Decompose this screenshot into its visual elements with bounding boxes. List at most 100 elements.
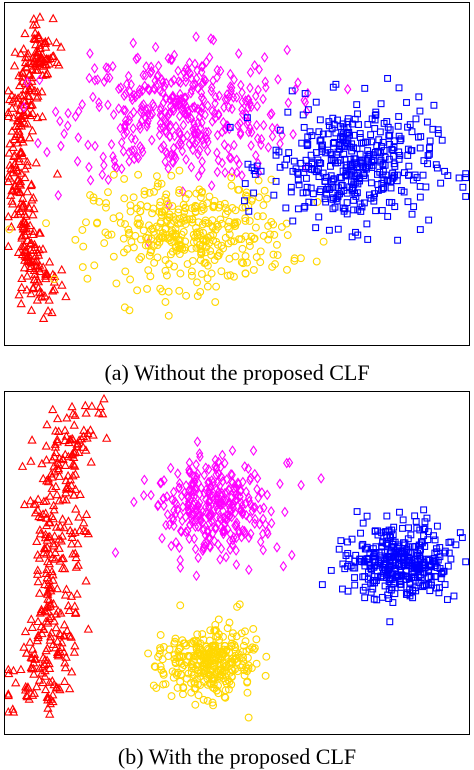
scatter-point-diamond xyxy=(170,49,179,61)
scatter-point-triangle xyxy=(45,599,56,608)
scatter-point-square xyxy=(433,522,441,530)
scatter-point-diamond xyxy=(86,174,95,186)
scatter-point-diamond xyxy=(216,461,225,473)
scatter-point-circle xyxy=(140,190,149,199)
scatter-point-circle xyxy=(169,212,178,221)
scatter-point-square xyxy=(411,171,419,179)
scatter-point-triangle xyxy=(42,53,52,63)
scatter-point-diamond xyxy=(219,505,227,517)
scatter-point-triangle xyxy=(49,504,59,514)
scatter-point-diamond xyxy=(205,486,213,497)
scatter-point-triangle xyxy=(75,489,85,499)
scatter-point-triangle xyxy=(40,659,50,669)
scatter-point-diamond xyxy=(153,71,162,82)
scatter-point-circle xyxy=(181,204,190,213)
scatter-point-diamond xyxy=(203,133,211,144)
scatter-point-square xyxy=(334,225,342,233)
scatter-point-circle xyxy=(261,671,270,680)
scatter-point-diamond xyxy=(227,82,236,94)
scatter-point-triangle xyxy=(68,470,78,480)
scatter-point-triangle xyxy=(43,580,54,589)
scatter-point-circle xyxy=(230,272,238,281)
scatter-point-triangle xyxy=(23,48,33,58)
scatter-point-triangle xyxy=(33,565,43,574)
scatter-point-square xyxy=(300,123,308,131)
scatter-point-circle xyxy=(190,679,199,688)
scatter-point-diamond xyxy=(197,106,205,118)
scatter-point-circle xyxy=(249,265,258,274)
scatter-point-square xyxy=(416,107,424,115)
scatter-point-diamond xyxy=(267,505,275,517)
scatter-point-triangle xyxy=(31,50,41,59)
scatter-point-diamond xyxy=(276,478,284,490)
scatter-point-diamond xyxy=(192,73,201,84)
scatter-point-triangle xyxy=(83,528,94,538)
scatter-point-triangle xyxy=(17,202,27,211)
scatter-point-triangle xyxy=(34,227,44,237)
scatter-point-circle xyxy=(136,219,144,228)
scatter-point-diamond xyxy=(57,140,65,152)
scatter-point-triangle xyxy=(28,663,39,673)
scatter-point-circle xyxy=(237,258,246,267)
scatter-plot-a xyxy=(4,2,470,346)
scatter-point-triangle xyxy=(43,606,53,616)
scatter-point-triangle xyxy=(15,104,25,114)
scatter-point-square xyxy=(315,173,323,181)
scatter-point-diamond xyxy=(160,500,168,512)
scatter-point-triangle xyxy=(8,704,18,713)
scatter-point-diamond xyxy=(244,463,253,475)
scatter-point-circle xyxy=(181,237,190,246)
scatter-point-diamond xyxy=(100,159,108,171)
scatter-point-diamond xyxy=(259,528,267,540)
scatter-point-square xyxy=(312,224,320,232)
scatter-point-triangle xyxy=(53,457,63,467)
scatter-point-diamond xyxy=(216,554,224,565)
scatter-point-diamond xyxy=(207,180,216,192)
scatter-point-square xyxy=(364,147,372,155)
scatter-point-square xyxy=(421,543,429,550)
scatter-point-circle xyxy=(173,683,182,692)
scatter-point-circle xyxy=(187,271,196,280)
scatter-point-circle xyxy=(158,208,167,217)
scatter-point-square xyxy=(419,171,427,179)
scatter-point-diamond xyxy=(176,562,185,573)
scatter-point-square xyxy=(344,587,352,595)
scatter-point-square xyxy=(414,567,422,575)
scatter-point-diamond xyxy=(188,488,197,500)
scatter-point-triangle xyxy=(22,118,33,128)
scatter-point-triangle xyxy=(33,494,43,503)
scatter-point-diamond xyxy=(276,138,284,150)
scatter-point-diamond xyxy=(225,91,234,102)
scatter-point-diamond xyxy=(194,552,202,564)
scatter-point-square xyxy=(378,171,386,179)
scatter-point-circle xyxy=(256,247,265,256)
scatter-point-circle xyxy=(134,220,143,229)
scatter-point-square xyxy=(406,121,414,129)
scatter-point-square xyxy=(308,132,316,140)
scatter-point-circle xyxy=(165,645,174,654)
scatter-point-triangle xyxy=(44,594,55,604)
scatter-point-circle xyxy=(196,643,205,652)
scatter-point-diamond xyxy=(229,92,238,103)
scatter-point-diamond xyxy=(238,104,246,115)
scatter-point-circle xyxy=(155,223,163,232)
scatter-point-diamond xyxy=(258,487,266,498)
scatter-point-circle xyxy=(171,634,180,643)
scatter-point-circle xyxy=(267,217,276,226)
scatter-point-diamond xyxy=(167,77,175,88)
scatter-point-square xyxy=(364,555,372,563)
scatter-point-triangle xyxy=(43,618,53,627)
scatter-point-triangle xyxy=(28,644,38,653)
scatter-point-triangle xyxy=(57,514,68,523)
scatter-point-diamond xyxy=(201,529,210,541)
scatter-point-square xyxy=(405,162,413,170)
scatter-point-triangle xyxy=(33,616,43,626)
scatter-point-diamond xyxy=(104,174,113,186)
scatter-point-diamond xyxy=(119,145,128,157)
scatter-point-circle xyxy=(208,665,217,674)
scatter-point-diamond xyxy=(166,94,174,106)
scatter-point-triangle xyxy=(65,525,75,535)
scatter-point-square xyxy=(384,176,392,184)
scatter-point-triangle xyxy=(48,51,59,60)
scatter-point-triangle xyxy=(31,654,41,663)
